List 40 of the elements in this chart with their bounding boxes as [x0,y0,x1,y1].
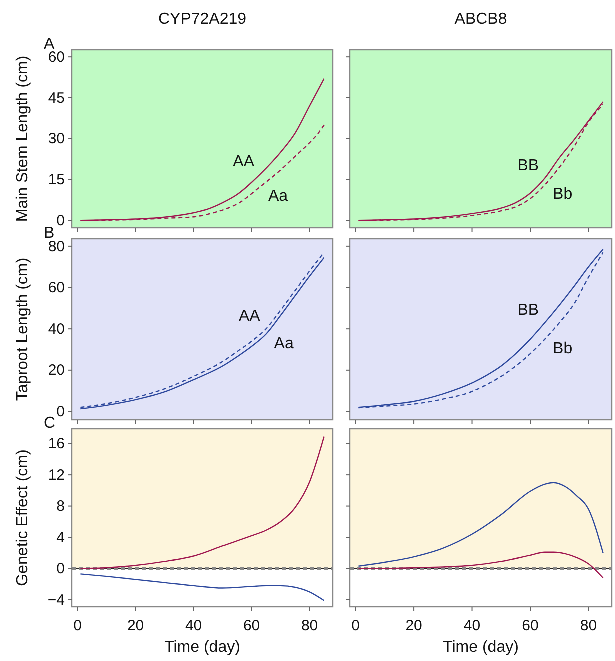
x-tick-label: 0 [74,618,82,634]
x-tick-label: 60 [243,618,260,634]
y-tick-label: 12 [48,466,65,484]
series-label: AA [233,153,255,170]
x-tick-label: 80 [301,618,318,634]
x-tick-label: 60 [522,618,539,634]
x-tick-label: 80 [580,618,598,634]
y-axis-title: Main Stem Length (cm) [14,56,32,222]
series-label: Bb [553,340,573,358]
y-tick-label: 60 [48,280,65,297]
x-axis-title: Time (day) [164,639,240,656]
series-label: Aa [268,188,288,205]
y-axis-title: Genetic Effect (cm) [14,450,32,586]
series-label: BB [518,302,540,319]
y-tick-label: 16 [48,436,65,453]
y-tick-label: 20 [48,362,65,380]
series-label: Bb [553,186,573,204]
x-tick-label: 20 [406,618,422,634]
text: C [44,415,56,432]
y-tick-label: 4 [56,529,65,546]
y-tick-label: −4 [48,592,65,609]
y-tick-label: 30 [48,130,65,148]
y-axis-title: Taproot Length (cm) [14,258,32,402]
y-tick-label: 15 [48,172,65,189]
x-tick-label: 40 [185,618,202,634]
x-tick-label: 0 [352,618,360,634]
y-tick-label: 8 [56,498,65,516]
y-tick-label: 0 [56,212,65,230]
chart-title: ABCB8 [454,11,508,28]
series-label: Aa [274,335,294,352]
y-tick-label: 40 [48,320,65,338]
x-axis-title: Time (day) [443,639,519,656]
x-tick-label: 20 [127,618,144,634]
chart-title: CYP72A219 [158,11,247,28]
x-tick-label: 40 [464,618,481,634]
series-label: BB [518,157,540,174]
series-label: AA [238,308,261,326]
y-tick-label: 0 [56,560,65,578]
y-tick-label: 0 [56,404,65,421]
y-tick-label: 45 [48,90,65,107]
